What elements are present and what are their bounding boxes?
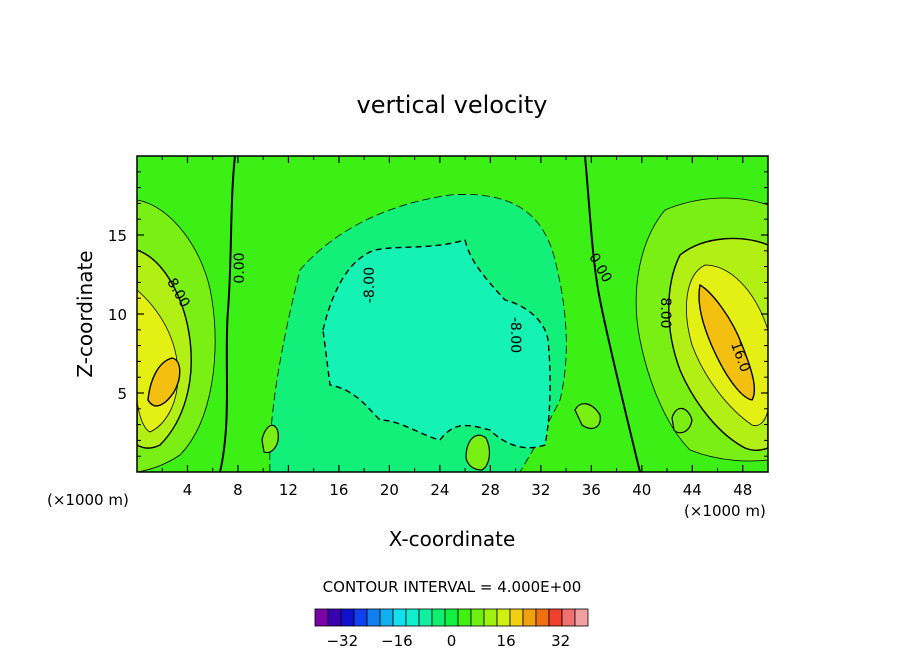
pos-blob-3: [574, 403, 601, 429]
colorbar-tick-label: −16: [381, 632, 413, 650]
colorbar-cell: [366, 608, 381, 627]
colorbar-cell: [327, 608, 342, 627]
colorbar-tick-label: −32: [326, 632, 358, 650]
colorbar-cell: [457, 608, 472, 627]
neg-8-region: [322, 239, 551, 449]
colorbar-cell: [496, 608, 511, 627]
colorbar-cell: [353, 608, 368, 627]
colorbar-cell: [470, 608, 485, 627]
contour-interval-text: CONTOUR INTERVAL = 4.000E+00: [323, 578, 582, 596]
contour-label: 8.00: [657, 297, 673, 328]
x-unit-label-left: (×1000 m): [47, 491, 129, 509]
colorbar-tick-label: 16: [497, 632, 516, 650]
colorbar-cell: [418, 608, 433, 627]
y-tick-label: 5: [117, 385, 127, 403]
x-tick-label: 20: [380, 481, 399, 499]
colorbar-cell: [444, 608, 459, 627]
zero-contour-right: [584, 156, 641, 472]
pos-blob-2: [465, 434, 491, 471]
zero-contour-left: [219, 156, 236, 472]
x-tick-label: 32: [531, 481, 550, 499]
colorbar-cell: [548, 608, 563, 627]
colorbar-cell: [522, 608, 537, 627]
x-tick-label: 8: [233, 481, 243, 499]
x-tick-label: 44: [683, 481, 702, 499]
x-tick-label: 48: [733, 481, 752, 499]
contour-label: 0.00: [232, 252, 248, 283]
colorbar-cell: [431, 608, 446, 627]
x-tick-label: 40: [632, 481, 651, 499]
colorbar-tick-label: 0: [447, 632, 457, 650]
colorbar-cell: [483, 608, 498, 627]
x-axis: 4 8 12 16 20 24 28 32 36 40 44 48: [161, 156, 752, 499]
x-tick-label: 4: [183, 481, 193, 499]
colorbar-cell: [561, 608, 576, 627]
pos-16-region-left: [147, 357, 181, 407]
y-axis: 5 10 15: [108, 171, 768, 457]
contour-label: -8.00: [362, 267, 378, 303]
colorbar-cell: [314, 608, 329, 627]
colorbar-cell: [574, 608, 589, 627]
colorbar-cell: [405, 608, 420, 627]
contour-label: -8.00: [507, 317, 523, 353]
chart-title: vertical velocity: [357, 91, 548, 119]
pos-blob-1: [261, 424, 279, 454]
x-axis-label: X-coordinate: [389, 527, 516, 551]
colorbar: −32 −16 0 16 32: [314, 608, 589, 650]
y-tick-label: 10: [108, 306, 127, 324]
pos-blob-4: [671, 407, 693, 434]
colorbar-cell: [535, 608, 550, 627]
y-tick-label: 15: [108, 227, 127, 245]
x-tick-label: 16: [329, 481, 348, 499]
y-axis-label: Z-coordinate: [73, 250, 97, 377]
colorbar-cell: [392, 608, 407, 627]
x-tick-label: 28: [481, 481, 500, 499]
pos-16-region-right: [698, 283, 756, 401]
x-tick-label: 36: [582, 481, 601, 499]
x-tick-label: 24: [430, 481, 449, 499]
colorbar-cell: [340, 608, 355, 627]
x-unit-label-right: (×1000 m): [684, 502, 766, 520]
colorbar-cell: [509, 608, 524, 627]
x-tick-label: 12: [279, 481, 298, 499]
colorbar-tick-label: 32: [551, 632, 570, 650]
colorbar-cell: [379, 608, 394, 627]
